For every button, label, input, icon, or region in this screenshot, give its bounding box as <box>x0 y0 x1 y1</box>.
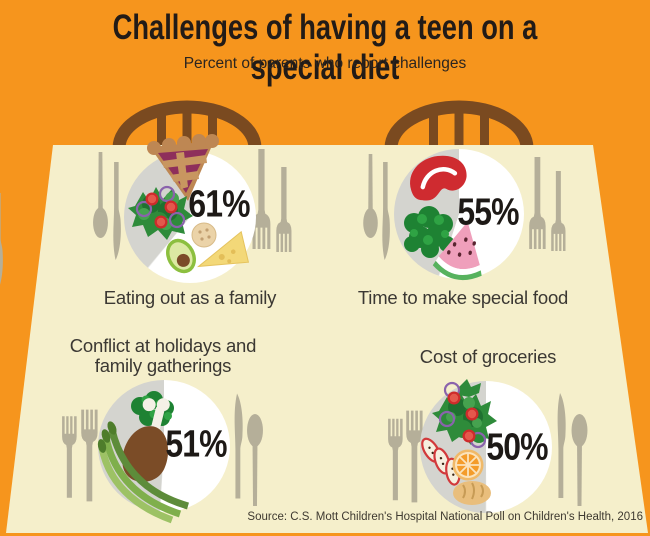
steak-icon <box>410 155 467 201</box>
spoon-icon <box>569 414 590 506</box>
apple-slices-icon <box>421 437 461 486</box>
fork-icon <box>80 402 98 509</box>
cheese-wedge-icon <box>197 230 250 268</box>
percent-value: 51% <box>165 423 227 466</box>
spoon-icon <box>91 152 110 238</box>
bread-roll-icon <box>191 222 217 248</box>
salad-icon <box>432 379 497 449</box>
tomato-slices <box>447 391 479 443</box>
page-title: Challenges of having a teen on a special… <box>112 8 538 87</box>
percent-value: 55% <box>457 191 519 234</box>
fork-icon <box>527 157 547 249</box>
knife-icon <box>553 385 568 506</box>
plate-food-art <box>97 391 189 524</box>
knife-icon <box>109 152 123 270</box>
knife-icon <box>378 154 392 268</box>
asparagus-icon <box>97 421 189 524</box>
plate-label-grocery-cost: Cost of groceries <box>419 346 557 367</box>
chair-back-icon <box>112 100 262 148</box>
plate-food-art <box>404 155 482 281</box>
plate-label-special-food: Time to make special food <box>357 287 569 308</box>
knife-icon <box>230 386 245 506</box>
fork-icon <box>275 167 292 252</box>
plate-label-holiday-conflict: Conflict at holidays and family gatherin… <box>69 335 257 376</box>
knife-icon <box>0 186 5 298</box>
fork-icon <box>61 407 77 507</box>
fork-icon <box>550 171 566 251</box>
plate-food-art <box>421 379 497 505</box>
bread-loaf-icon <box>453 481 491 505</box>
spoon-icon <box>245 414 265 506</box>
plate-chart-holiday-conflict: 51% <box>97 380 230 524</box>
chair-back-icon <box>384 100 534 148</box>
tomato-slices <box>145 192 178 229</box>
pie-slice-icon <box>147 134 219 201</box>
plate-chart-grocery-cost: 50% <box>420 379 552 513</box>
fork-icon <box>387 411 403 508</box>
salad-icon <box>128 185 193 240</box>
orange-slice-icon <box>452 449 484 481</box>
percent-value: 50% <box>486 426 548 469</box>
plate-food-art <box>128 134 250 274</box>
plate-chart-special-food: 55% <box>394 149 524 281</box>
plate-chart-eating-out: 61% <box>124 134 256 283</box>
percent-value: 61% <box>188 183 250 226</box>
page-subtitle: Percent of parents who report challenges <box>183 55 467 72</box>
watermelon-icon <box>432 221 482 281</box>
plate-label-eating-out: Eating out as a family <box>103 287 277 308</box>
avocado-icon <box>166 238 196 274</box>
broccoli-icon <box>404 206 455 258</box>
source-attribution: Source: C.S. Mott Children's Hospital Na… <box>247 511 643 523</box>
